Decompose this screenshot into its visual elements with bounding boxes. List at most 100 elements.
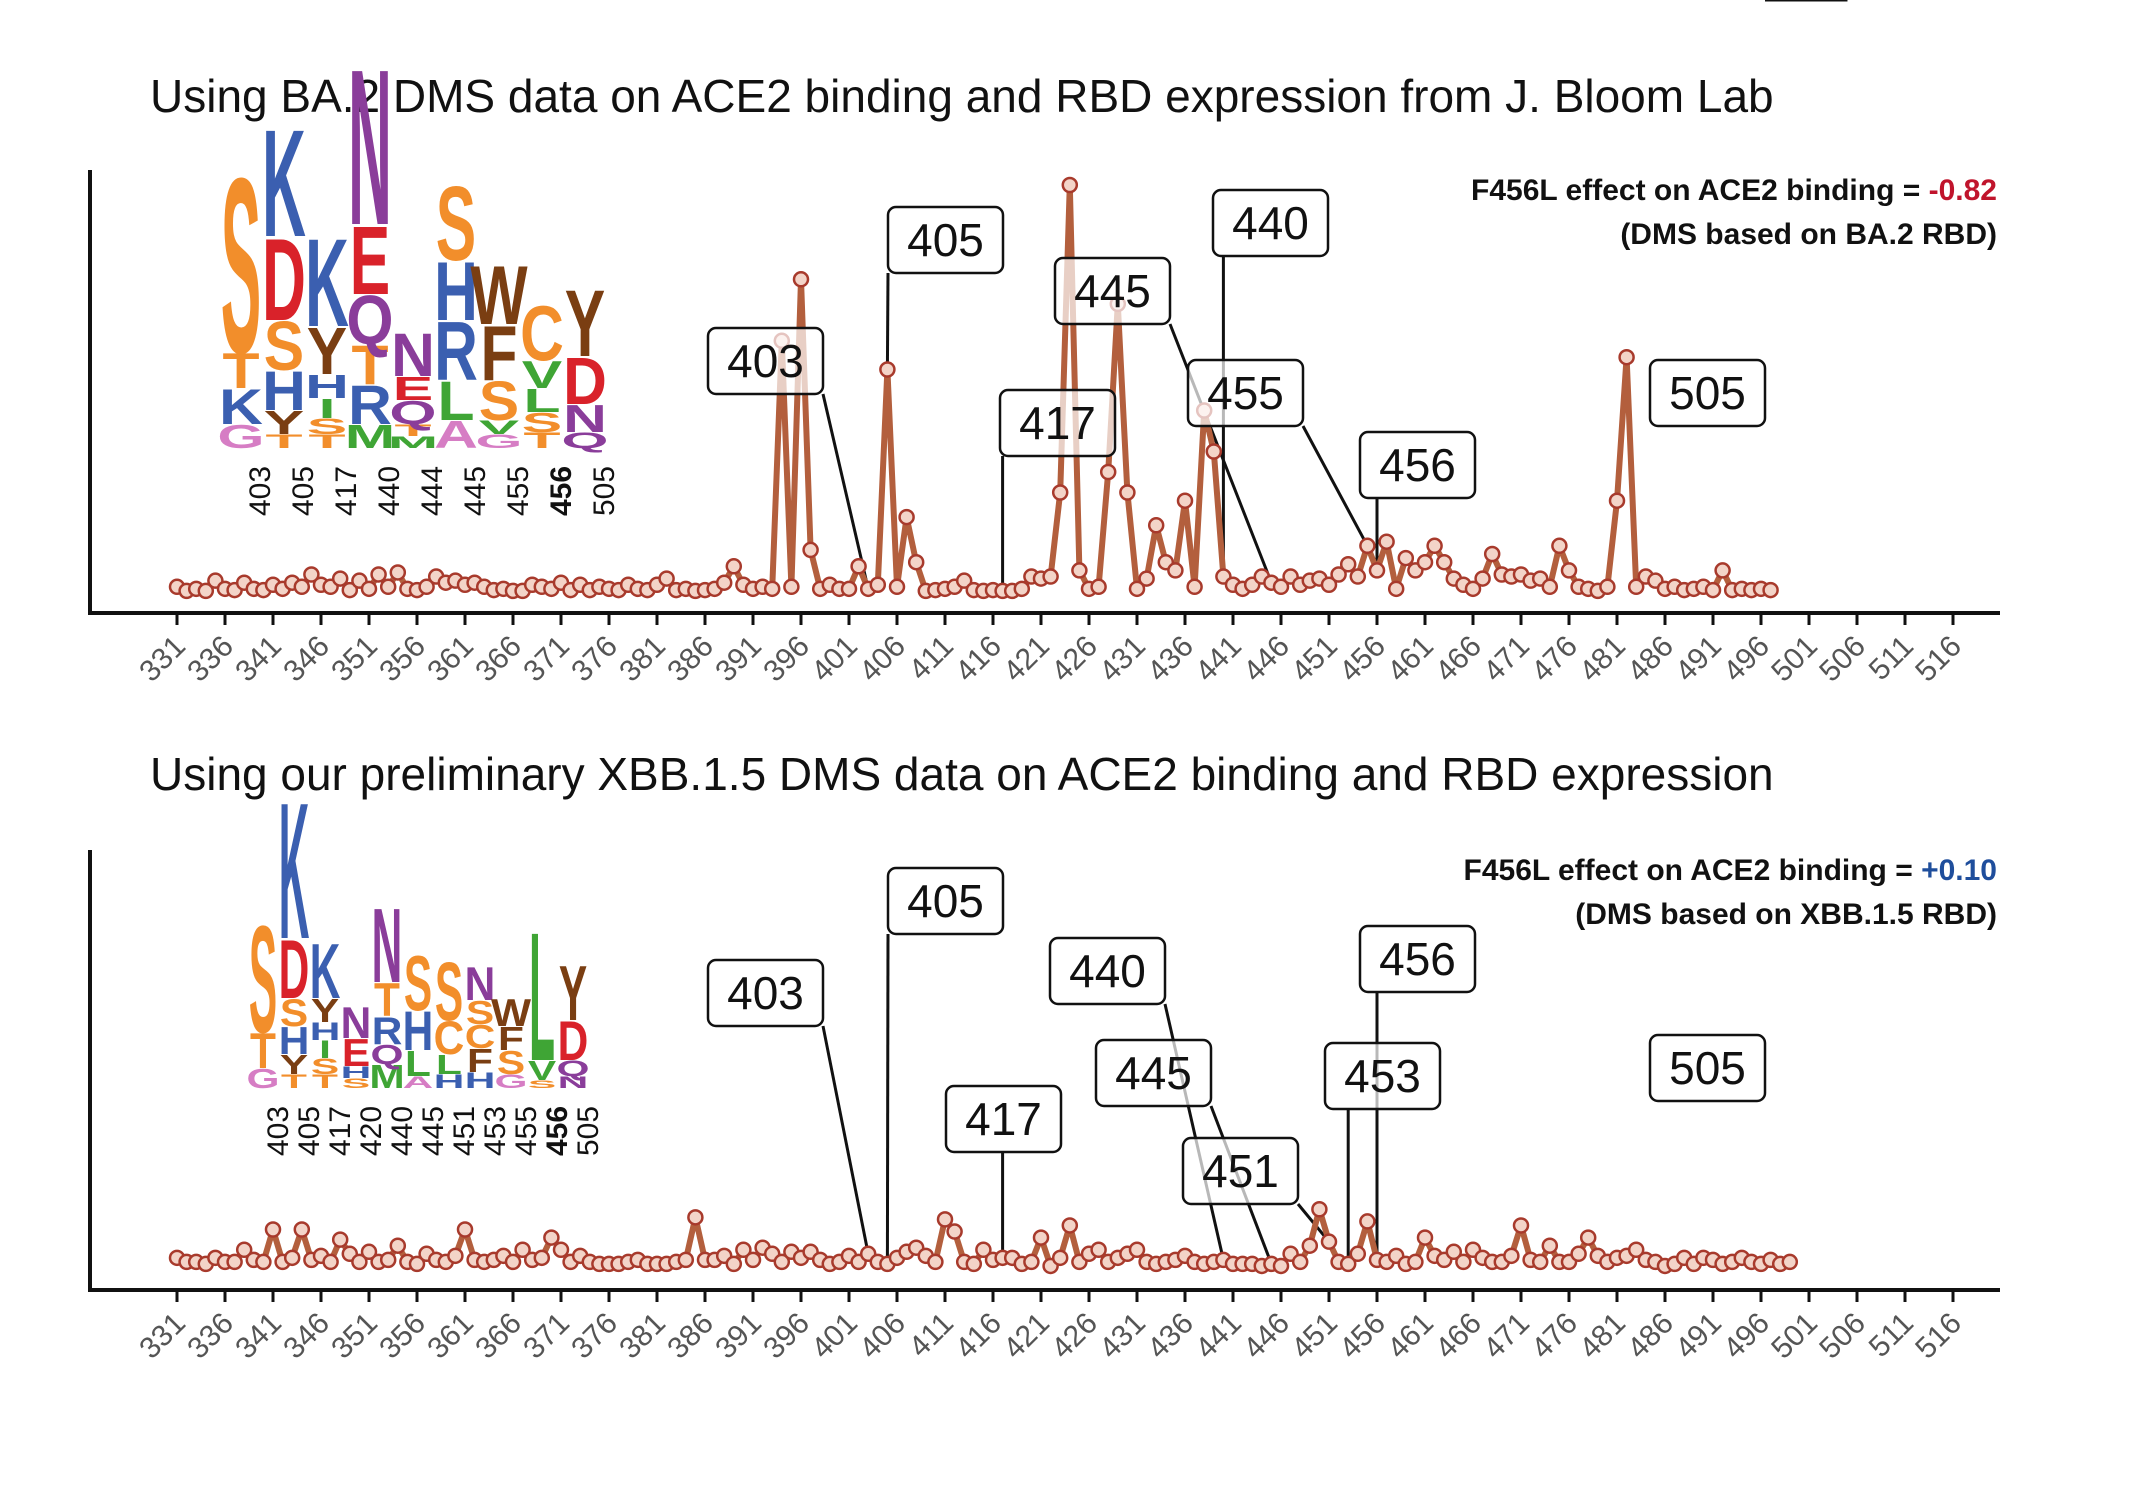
x-tick-label: 516 [1909, 1307, 1968, 1366]
x-tick-label: 411 [903, 1307, 960, 1364]
logo-letter: Y [559, 950, 587, 1037]
logo-pos-label: 444 [416, 466, 449, 516]
callout-box [1358, 924, 1477, 994]
logo-letter: Q [561, 428, 608, 453]
logo-letter: L [405, 1044, 431, 1084]
logo-letter: M [345, 419, 395, 456]
data-point [226, 1253, 243, 1271]
callout-box [1648, 358, 1767, 428]
x-tick-label: 351 [325, 1307, 384, 1366]
logo-pos-label: 403 [244, 466, 277, 516]
x-tick-label: 336 [181, 630, 240, 689]
data-point [1176, 492, 1194, 509]
callout-label: 405 [907, 875, 984, 927]
logo-letter: L [529, 896, 555, 1100]
x-tick-label: 396 [757, 630, 816, 689]
logo-letter: H [262, 360, 306, 422]
data-point [783, 578, 800, 596]
x-tick-label: 426 [1045, 1307, 1104, 1366]
data-point [533, 1249, 551, 1267]
callout-label: 417 [965, 1093, 1042, 1145]
data-point [1051, 484, 1069, 501]
callout-leader [885, 933, 890, 1264]
data-point [197, 582, 215, 600]
data-point [927, 1253, 944, 1271]
data-point [898, 508, 915, 526]
logo-letter: D [279, 924, 310, 1017]
x-tick-label: 396 [757, 1307, 816, 1366]
x-tick-label: 346 [277, 1307, 336, 1366]
x-tick-label: 371 [517, 1307, 576, 1366]
logo-letter: D [563, 344, 607, 418]
data-point [360, 580, 378, 598]
x-tick-label: 371 [517, 630, 576, 689]
data-point [850, 558, 867, 575]
data-point [792, 271, 810, 288]
logo-letter: T [312, 1070, 338, 1092]
data-point [370, 566, 387, 583]
data-point [677, 1251, 695, 1269]
logo-pos-label: 403 [262, 1106, 295, 1156]
data-point [1426, 537, 1443, 555]
x-tick-label: 391 [709, 630, 768, 689]
callout-box [1053, 256, 1172, 326]
logo-letter: E [350, 208, 390, 316]
data-point [379, 578, 397, 596]
data-point [1368, 562, 1386, 579]
logo-pos-label: 445 [459, 466, 492, 516]
callout-box [998, 388, 1117, 458]
logo-letter: S [249, 894, 277, 1064]
logo-letter: K [262, 98, 306, 269]
panel-2-annotation-line-1: F456L effect on ACE2 binding = +0.10 [1464, 854, 1998, 887]
logo-pos-label-highlight: 456 [545, 466, 578, 516]
logo-letter: H [310, 1018, 341, 1046]
callout-label: 403 [727, 335, 804, 387]
data-point [1128, 1241, 1146, 1258]
data-point [1138, 570, 1155, 587]
data-point [447, 1247, 464, 1265]
logo-pos-label-highlight: 456 [541, 1106, 574, 1156]
logo-letter: A [434, 413, 478, 457]
logo-letter: S [479, 370, 519, 432]
data-point [888, 578, 906, 596]
data-point [504, 1253, 522, 1271]
logo-letter: H [341, 1063, 372, 1082]
data-point [1627, 578, 1645, 596]
logo-pos-label: 420 [355, 1106, 388, 1156]
data-point [1541, 578, 1559, 596]
callout-leader [1301, 425, 1369, 547]
data-point [1359, 1213, 1376, 1230]
logo-letter: K [305, 213, 349, 353]
data-point [331, 570, 349, 587]
data-point [1320, 576, 1338, 593]
logo-letter: S [307, 414, 347, 439]
data-point [360, 1243, 378, 1261]
logo-letter: Y [280, 1049, 308, 1080]
logo-pos-label: 440 [386, 1106, 419, 1156]
callout-box [1094, 1038, 1213, 1108]
callout-label: 440 [1069, 945, 1146, 997]
callout-label: 505 [1669, 1042, 1746, 1094]
data-point [1330, 566, 1347, 583]
x-tick-label: 511 [1863, 1307, 1920, 1364]
x-tick-label: 421 [997, 630, 1056, 689]
data-point [1061, 176, 1079, 194]
logo-letter: E [342, 1031, 370, 1075]
x-tick-label: 386 [661, 630, 720, 689]
data-point [869, 576, 887, 593]
x-tick-label: 456 [1333, 1307, 1392, 1366]
x-tick-label: 461 [1381, 1307, 1440, 1366]
logo-pos-label: 453 [479, 1106, 512, 1156]
data-point [543, 1229, 560, 1246]
data-point [331, 1231, 349, 1248]
x-tick-label: 446 [1237, 630, 1296, 689]
logo-letter: S [264, 307, 304, 385]
x-tick-label: 481 [1573, 630, 1632, 689]
logo-letter: T [394, 421, 431, 439]
panel-1-axes: 3313363413463513563613663713763813863913… [88, 170, 2000, 688]
data-point [725, 558, 743, 575]
logo-letter: V [522, 353, 562, 397]
data-point [456, 1221, 474, 1238]
data-point [773, 1253, 791, 1271]
logo-letter: N [348, 23, 392, 271]
